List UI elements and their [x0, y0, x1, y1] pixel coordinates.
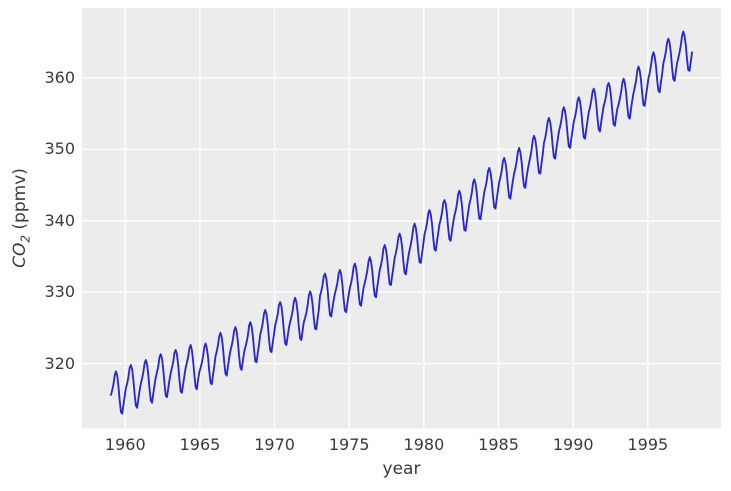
x-tick-label: 1980	[403, 435, 445, 454]
y-axis-label-math: CO	[10, 242, 30, 268]
x-tick-label: 1970	[254, 435, 295, 454]
x-tick-label: 1965	[179, 435, 221, 454]
x-axis-label: year	[382, 459, 421, 479]
y-tick-label: 350	[44, 139, 75, 159]
x-tick-label: 1975	[328, 435, 370, 454]
x-tick-label: 1985	[478, 435, 519, 454]
x-tick-label: 1990	[552, 435, 594, 454]
y-tick-label: 320	[44, 353, 75, 373]
y-tick-label: 340	[44, 210, 75, 230]
x-tick-label: 1960	[104, 435, 146, 454]
y-tick-label: 360	[44, 67, 75, 87]
co2-line-series	[110, 30, 693, 415]
y-tick-label: 330	[44, 282, 75, 302]
x-tick-label: 1995	[627, 435, 669, 454]
y-axis-label-units: (ppmv)	[10, 168, 30, 235]
y-axis-label: CO2 (ppmv)	[10, 138, 32, 298]
y-axis-label-subscript: 2	[18, 234, 33, 243]
